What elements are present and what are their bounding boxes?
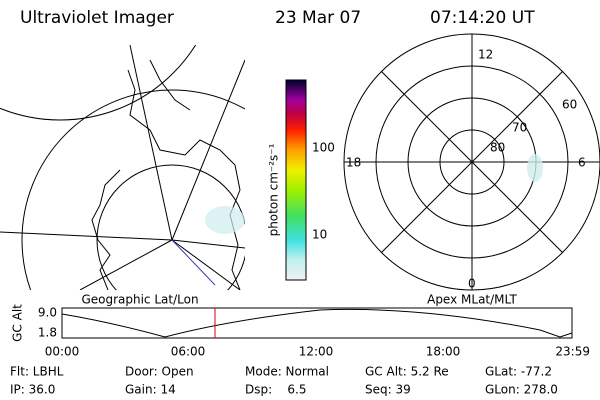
time-label: 23:59 [555,345,590,359]
title: Ultraviolet Imager [20,8,174,28]
colorbar-label: 100 [312,141,335,155]
panel-label: Geographic Lat/Lon [81,293,198,307]
time-label: 18:00 [426,345,461,359]
polar-grid [343,33,600,291]
info-field: GC Alt: 5.2 Re [365,365,449,379]
time-label: 12:00 [299,345,334,359]
mlt-label: 0 [468,277,476,291]
info-field: Door: Open [125,365,194,379]
altitude-label: 9.0 [38,306,57,320]
info-field: GLat: -77.2 [485,365,552,379]
info-field: Flt: LBHL [10,365,64,379]
mlt-label: 12 [478,48,493,62]
time-label: 06:00 [171,345,206,359]
colorbar-label: 10 [312,228,327,242]
altitude-box [61,307,573,339]
time: 07:14:20 UT [430,8,535,28]
altitude-curve [61,308,573,338]
altitude-label: 1.8 [38,326,57,340]
info-field: Dsp: 6.5 [245,383,307,397]
time-label: 00:00 [45,345,80,359]
altitude-axis-label: GC Alt [11,304,25,342]
lat-label: 70 [512,121,527,135]
info-field: GLon: 278.0 [485,383,558,397]
globe [0,45,245,290]
info-field: Mode: Normal [245,365,329,379]
info-field: IP: 36.0 [10,383,55,397]
date: 23 Mar 07 [275,8,361,28]
colorbar [285,79,307,281]
info-field: Seq: 39 [365,383,411,397]
colorbar-unit: photon cm⁻²s⁻¹ [267,143,281,236]
mlt-label: 18 [346,156,361,170]
mlt-label: 6 [578,156,586,170]
panel-label: Apex MLat/MLT [427,293,517,307]
info-field: Gain: 14 [125,383,176,397]
lat-label: 80 [490,141,505,155]
lat-label: 60 [562,98,577,112]
